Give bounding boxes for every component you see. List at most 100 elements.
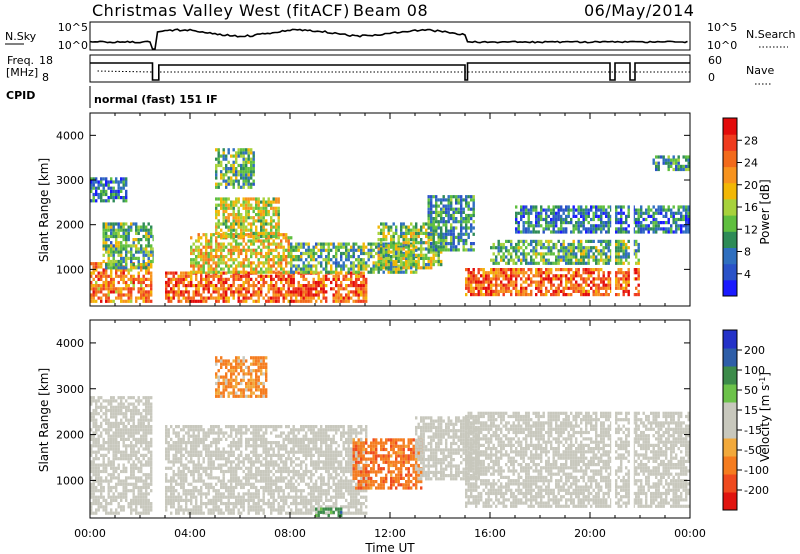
power-cell: [495, 283, 498, 287]
power-cell: [210, 233, 213, 237]
power-cell: [132, 253, 135, 257]
power-cell: [112, 186, 115, 190]
power-cell: [427, 222, 430, 226]
power-cell: [252, 197, 255, 201]
power-cell: [135, 225, 138, 229]
power-cell: [362, 293, 365, 297]
power-cell: [222, 261, 225, 265]
power-cell: [220, 284, 223, 288]
power-cell: [245, 280, 248, 285]
power-cell: [90, 296, 93, 300]
power-cell: [405, 231, 408, 235]
power-cell: [687, 164, 690, 168]
velocity-cell: [95, 441, 98, 445]
power-cell: [290, 236, 293, 240]
power-cell: [530, 283, 533, 287]
power-cell: [680, 217, 683, 222]
power-cell: [205, 277, 208, 281]
power-cell: [370, 248, 373, 252]
power-cell: [235, 290, 238, 294]
power-cell: [232, 296, 235, 300]
velocity-cell: [185, 495, 188, 499]
velocity-cell: [150, 396, 153, 400]
power-cell: [475, 277, 478, 281]
power-cell: [427, 217, 430, 221]
power-cell: [122, 280, 125, 285]
power-cell: [557, 255, 560, 259]
power-cell: [110, 253, 113, 257]
power-cell: [442, 217, 445, 221]
velocity-cell: [147, 425, 150, 429]
power-cell: [317, 248, 320, 252]
power-cell: [435, 259, 438, 264]
power-cell: [295, 287, 298, 291]
power-cell: [470, 242, 473, 246]
velocity-cell: [175, 511, 178, 515]
power-cell: [472, 271, 475, 275]
power-cell: [287, 242, 290, 246]
power-cell: [427, 238, 430, 242]
velocity-cell: [170, 485, 173, 490]
power-cell: [465, 283, 468, 287]
power-cell: [112, 259, 115, 264]
power-cell: [547, 252, 550, 256]
power-cell: [247, 151, 250, 155]
power-cell: [327, 277, 330, 281]
power-cell: [215, 206, 218, 210]
power-cell: [232, 179, 235, 183]
power-cell: [275, 255, 278, 259]
power-cell: [600, 205, 603, 209]
velocity-cell: [115, 498, 118, 502]
power-cell: [562, 268, 565, 272]
power-cell: [145, 299, 148, 303]
power-cell: [577, 227, 580, 231]
power-cell: [352, 242, 355, 246]
power-cell: [102, 177, 105, 181]
velocity-cell: [147, 463, 150, 467]
power-cell: [437, 238, 440, 243]
power-cell: [252, 231, 255, 235]
power-cell: [525, 261, 528, 265]
power-cell: [597, 277, 600, 281]
power-cell: [685, 208, 688, 212]
power-cell: [505, 268, 508, 272]
power-cell: [585, 217, 588, 222]
velocity-cell: [147, 402, 150, 406]
power-cell: [515, 286, 518, 290]
power-cell: [380, 264, 383, 268]
power-cell: [215, 231, 218, 235]
power-cell: [342, 277, 345, 281]
velocity-cell: [100, 469, 103, 474]
power-cell: [105, 247, 108, 251]
power-cell: [652, 161, 655, 165]
power-cell: [97, 186, 100, 190]
power-cell: [382, 234, 385, 239]
power-cell: [465, 195, 468, 199]
power-cell: [265, 255, 268, 259]
power-cell: [347, 299, 350, 303]
power-cell: [252, 234, 255, 239]
power-cell: [227, 248, 230, 252]
power-cell: [440, 201, 443, 205]
power-cell: [570, 280, 573, 284]
velocity-cell: [95, 405, 98, 409]
power-cell: [335, 245, 338, 249]
velocity-cell: [110, 437, 113, 441]
power-cell: [495, 246, 498, 250]
power-cell: [242, 154, 245, 158]
velocity-cell: [92, 415, 95, 419]
power-cell: [217, 209, 220, 214]
power-cell: [575, 274, 578, 278]
power-cell: [620, 221, 623, 225]
velocity-cell: [135, 482, 138, 486]
power-cell: [145, 247, 148, 251]
power-cell: [117, 268, 120, 272]
velocity-cell: [107, 441, 110, 445]
power-cell: [207, 277, 210, 281]
power-cell: [510, 255, 513, 259]
power-cell: [225, 206, 228, 210]
power-cell: [590, 286, 593, 290]
power-cell: [125, 241, 128, 245]
power-cell: [377, 259, 380, 264]
power-cell: [472, 201, 475, 205]
